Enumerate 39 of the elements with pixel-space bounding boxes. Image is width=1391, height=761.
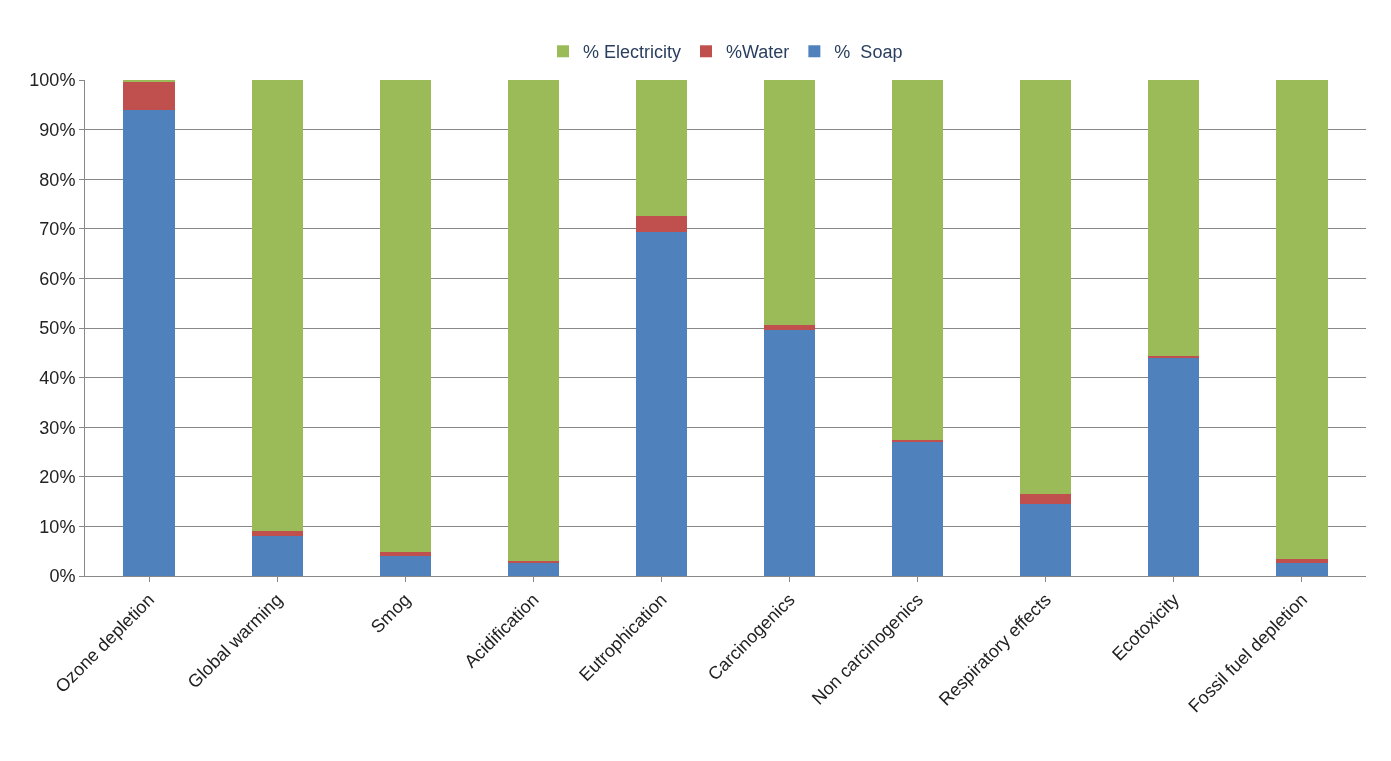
- bar: [251, 531, 303, 537]
- bar: [635, 80, 688, 216]
- legend-label: % Electricity: [583, 42, 682, 63]
- bar: [1276, 559, 1328, 564]
- bar: [1020, 80, 1072, 494]
- y-tick-label: 80%: [39, 169, 76, 190]
- bar: [251, 80, 303, 532]
- bar: [379, 552, 431, 557]
- y-tick-label: 40%: [39, 367, 76, 388]
- bar: [123, 109, 175, 576]
- bar: [1020, 503, 1072, 576]
- bar: [507, 80, 559, 561]
- y-tick-label: 70%: [39, 219, 76, 240]
- bar: [379, 556, 431, 576]
- y-tick-label: 100%: [29, 70, 76, 91]
- bar: [507, 563, 559, 576]
- legend-label: % Soap: [834, 42, 903, 63]
- y-tick-label: 10%: [39, 516, 76, 537]
- y-tick-label: 30%: [39, 417, 76, 438]
- y-tick-label: 60%: [39, 268, 76, 289]
- bar: [892, 80, 944, 441]
- bar: [763, 330, 816, 576]
- y-tick-label: 20%: [39, 467, 76, 488]
- bar: [763, 80, 816, 325]
- bar: [635, 215, 688, 232]
- y-tick-label: 90%: [39, 119, 76, 140]
- bar: [251, 536, 303, 576]
- bar: [635, 231, 688, 576]
- y-tick-label: 50%: [39, 318, 76, 339]
- bar: [379, 80, 431, 553]
- y-tick-label: 0%: [49, 566, 76, 587]
- bar: [1148, 357, 1200, 576]
- bar: [892, 441, 944, 576]
- bar: [1020, 493, 1072, 504]
- legend-label: %Water: [726, 42, 790, 63]
- bar: [1276, 80, 1328, 560]
- bar: [1148, 80, 1200, 356]
- bar: [1276, 563, 1328, 576]
- bar: [123, 81, 175, 110]
